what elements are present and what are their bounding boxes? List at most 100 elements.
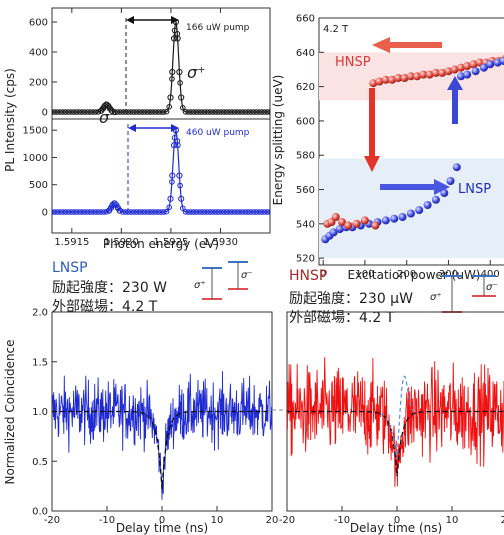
lnsp-field-text: 外部磁場：4.2 T <box>52 299 158 315</box>
pl-166uw-point <box>253 109 260 115</box>
pl-spectra-panel: 1.5915 1.5920 1.5925 1.5930 0 200 400 600 0 500 10… <box>3 7 271 251</box>
pl-460uw-point <box>52 209 58 215</box>
pl-166uw-point <box>60 109 66 115</box>
hnsp-x-tick-label: 0 <box>394 515 400 526</box>
pl-166uw-point <box>220 109 227 115</box>
pl-166uw-point <box>226 109 232 115</box>
split-point-hnsp <box>394 74 403 82</box>
pl-460uw-peak-point <box>169 172 176 179</box>
pl-166uw-point <box>256 109 262 115</box>
pl-460uw-point <box>259 209 265 215</box>
split-point-hnsp <box>463 62 472 70</box>
pl-460uw-point <box>152 209 159 215</box>
pl-upper-y-tick-label: 400 <box>29 48 48 59</box>
pl-x-axis-label: Photon energy (eV) <box>103 237 219 251</box>
upper-split-arrowhead-left <box>126 16 134 24</box>
coincidence-hnsp-panel: HNSP 励起強度：230 μW 外部磁場：4.2 T σ⁺ σ⁻ -20 -10… <box>279 268 504 535</box>
arrow-down-head <box>364 156 380 172</box>
pl-460uw-peak-point <box>176 172 183 179</box>
upper-split-arrowhead-right <box>171 16 179 24</box>
split-x-tick-label: 400 <box>481 269 500 280</box>
pl-166uw-point <box>54 109 61 115</box>
split-point-hnsp <box>450 65 459 74</box>
pl-460uw-point <box>158 209 164 215</box>
split-point-lnsp <box>423 201 432 209</box>
pl-166uw-point <box>231 109 238 115</box>
pl-460uw-point <box>60 209 66 215</box>
split-point-lnsp-red <box>352 219 361 228</box>
field-label: 4.2 T <box>323 24 349 35</box>
pl-460uw-point <box>267 209 270 215</box>
pl-460uw-point <box>253 209 260 215</box>
pl-460uw-point <box>250 209 257 215</box>
pl-460uw-point <box>136 209 142 215</box>
pl-166uw-point <box>84 109 91 115</box>
lnsp-x-tick-label: -20 <box>44 515 60 526</box>
pl-166uw-point <box>136 109 142 115</box>
pl-lower-y-tick-label: 1000 <box>23 153 48 164</box>
pl-166uw-point <box>223 109 230 115</box>
pl-460uw-point <box>76 209 83 215</box>
lnsp-series <box>52 371 272 500</box>
pl-166uw-point <box>171 27 178 34</box>
pl-460uw-point <box>180 205 186 211</box>
pl-460uw-point <box>248 209 254 215</box>
split-point-upper-blue <box>457 72 465 81</box>
pl-166uw-point <box>131 109 137 115</box>
pl-460uw-point <box>199 209 205 215</box>
pl-166uw-point <box>245 109 251 115</box>
arrow-lnsp-right-shaft <box>380 184 438 190</box>
split-point-hnsp <box>444 67 453 76</box>
arrow-hnsp-left-shaft <box>386 42 442 48</box>
pl-460uw-point <box>215 209 221 215</box>
pl-166uw-point <box>237 109 243 115</box>
pl-166uw-point <box>152 109 159 115</box>
pl-460uw-point <box>52 209 55 215</box>
pl-460uw-point <box>234 209 241 215</box>
hnsp-sigma-minus: σ⁻ <box>486 282 498 293</box>
pl-460uw-point <box>160 209 167 215</box>
pl-upper-y-tick-label: 200 <box>29 78 48 89</box>
pl-460uw-peak-point <box>107 205 115 212</box>
lnsp-x-tick-label: -10 <box>99 515 115 526</box>
split-point-lnsp <box>440 189 449 197</box>
pl-460uw-point <box>188 209 194 215</box>
pl-460uw-point <box>190 209 197 215</box>
arrow-up-head <box>447 76 463 90</box>
hnsp-x-tick-label: 10 <box>446 515 459 526</box>
pl-166uw-point <box>250 109 257 115</box>
pl-460uw-point <box>84 209 91 215</box>
pl-166uw-peak-point <box>171 35 178 42</box>
pl-460uw-point <box>95 209 102 215</box>
pl-460uw-point <box>229 209 235 215</box>
pl-166uw-point <box>261 109 268 115</box>
pl-166uw-peak-point <box>178 94 185 101</box>
pl-series <box>52 18 270 215</box>
pl-460uw-point <box>231 209 238 215</box>
pl-460uw-peak-point <box>178 195 185 202</box>
split-point-upper-blue <box>486 60 495 69</box>
hnsp-x-tick-label: 20 <box>501 515 504 526</box>
pl-166uw-point <box>204 109 211 115</box>
pl-166uw-point <box>141 109 148 115</box>
sigma-plus-label: σ⁺ <box>187 63 206 82</box>
pl-460uw-point <box>226 209 232 215</box>
pl-460uw-point <box>264 209 270 215</box>
pl-460uw-point <box>92 209 99 215</box>
pl-166uw-point <box>166 104 172 110</box>
pl-460uw-point <box>245 209 251 215</box>
pl-166uw-point <box>133 109 140 115</box>
lower-pump-label: 460 uW pump <box>186 128 250 138</box>
hnsp-series <box>287 357 504 488</box>
split-y-tick-label: 640 <box>296 48 315 59</box>
pl-460uw-point <box>141 209 148 215</box>
pl-166uw-peak-point <box>167 94 174 101</box>
split-y-tick-label: 620 <box>296 82 315 93</box>
lnsp-sigma-plus: σ⁺ <box>194 280 206 291</box>
hnsp-label: HNSP <box>335 55 371 70</box>
pl-460uw-point <box>220 209 227 215</box>
pl-ticks: 1.5915 1.5920 1.5925 1.5930 0 200 400 600 0 500 10… <box>23 8 238 248</box>
pl-166uw-point <box>150 109 156 115</box>
split-point-lnsp <box>415 206 424 215</box>
hnsp-x-tick-label: -20 <box>279 515 295 526</box>
